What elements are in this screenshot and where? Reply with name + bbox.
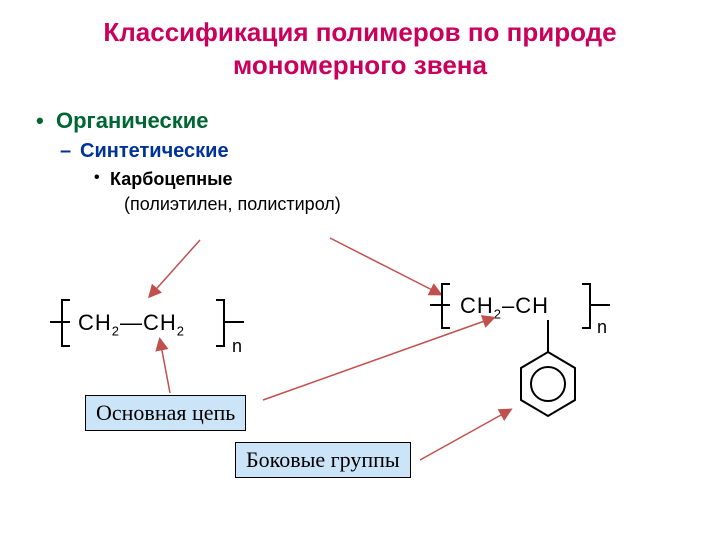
formula-polystyrene: CH2–CH: [460, 293, 549, 321]
bullet-lvl2: Синтетические: [60, 140, 341, 163]
ps-ch: CH: [515, 293, 549, 318]
bullet-list: Органические Синтетические Карбоцепные (…: [36, 108, 341, 215]
label-side-groups-text: Боковые группы: [246, 447, 400, 472]
arrow-main-left: [160, 340, 170, 393]
pe-ch2b-sub: 2: [177, 323, 185, 338]
pe-n: n: [232, 336, 242, 357]
pe-ch2b: CH: [143, 310, 177, 335]
label-main-chain-text: Основная цепь: [96, 400, 235, 425]
benzene-ring: [521, 352, 575, 416]
ps-ch2: CH: [460, 293, 494, 318]
pe-ch2a-sub: 2: [112, 323, 120, 338]
arrow-main-right: [263, 318, 493, 400]
arrow-side: [420, 410, 510, 460]
formula-polyethylene: CH2—CH2: [78, 310, 185, 338]
arrows-from-examples: [150, 238, 440, 296]
bullet-lvl3-text: Карбоцепные: [110, 169, 233, 189]
bullet-lvl1: Органические: [36, 108, 341, 134]
label-main-chain: Основная цепь: [85, 395, 246, 431]
bullet-lvl4: (полиэтилен, полистирол): [124, 194, 341, 215]
ps-ch2-sub: 2: [494, 306, 502, 321]
bullet-lvl1-text: Органические: [56, 108, 209, 133]
slide-title: Классификация полимеров по природе моном…: [0, 0, 720, 81]
bullet-lvl3: Карбоцепные: [94, 169, 341, 190]
title-line-1: Классификация полимеров по природе: [103, 17, 616, 47]
pe-ch2a: CH: [78, 310, 112, 335]
title-line-2: мономерного звена: [233, 50, 487, 80]
ps-n: n: [597, 317, 607, 338]
label-side-groups: Боковые группы: [235, 442, 411, 478]
bullet-lvl2-text: Синтетические: [80, 140, 229, 162]
